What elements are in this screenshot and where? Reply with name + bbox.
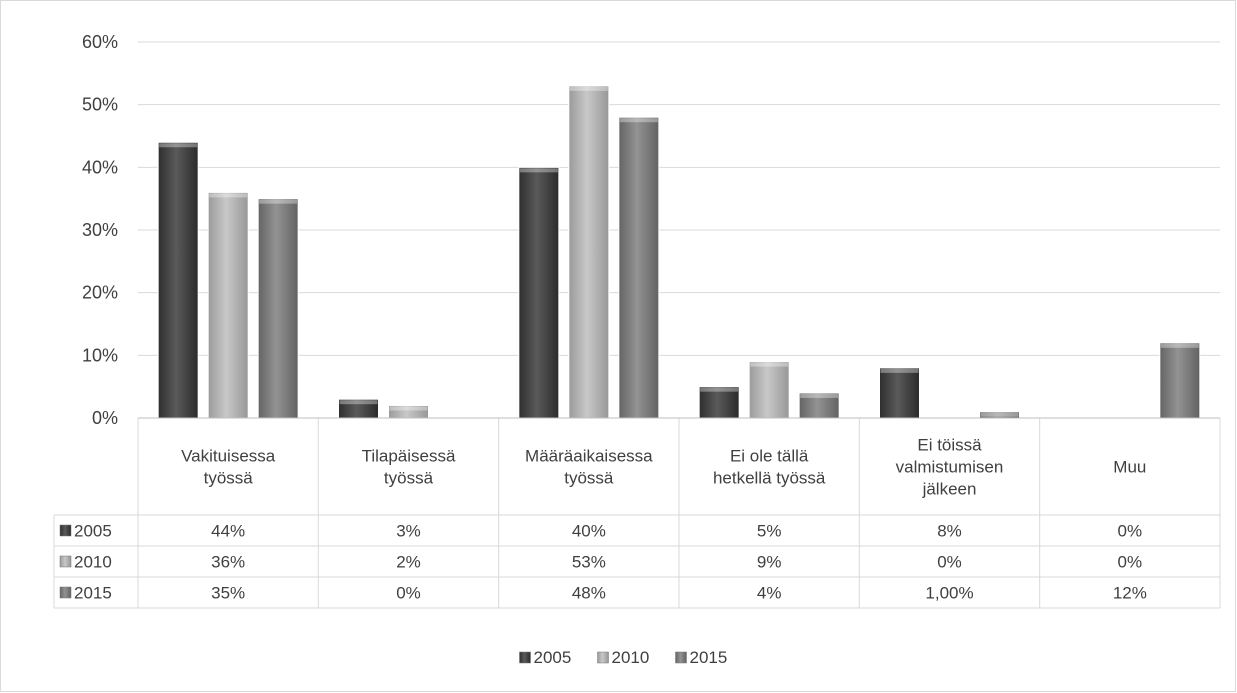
category-label: Määräaikaisessa työssä (525, 447, 653, 488)
bar-cap (1160, 343, 1199, 348)
category-label-line: hetkellä työssä (713, 469, 826, 488)
data-label: 3% (396, 522, 421, 541)
data-label: 48% (572, 584, 606, 603)
bar-body (1159, 342, 1201, 419)
legend-swatch-icon (675, 651, 687, 664)
bar-2010-2 (568, 85, 610, 419)
bar-body (618, 116, 660, 419)
bar-cap (980, 412, 1019, 417)
data-label: 4% (757, 584, 782, 603)
bar-cap (750, 362, 789, 367)
category-label-line: työssä (204, 469, 254, 488)
bar-2010-3 (748, 361, 790, 419)
bar-cap (339, 400, 378, 405)
y-tick-label: 0% (92, 408, 118, 428)
category-label: Ei ole tällä hetkellä työssä (713, 447, 826, 488)
bar-2005-2 (518, 166, 560, 419)
series-row-label: 2015 (74, 584, 112, 603)
bar-cap (800, 393, 839, 398)
series-row-label: 2005 (74, 522, 112, 541)
data-label: 1,00% (925, 584, 973, 603)
category-label: Vakituisessa työssä (181, 447, 276, 488)
data-label: 0% (396, 584, 421, 603)
bar-body (257, 198, 299, 419)
bar-body (157, 141, 199, 419)
data-label: 0% (937, 553, 962, 572)
y-tick-label: 40% (82, 157, 118, 177)
legend-label: 2010 (612, 648, 650, 667)
bar-cap (159, 143, 198, 148)
bar-body (518, 166, 560, 419)
legend-key-icon (59, 555, 72, 568)
bar-2005-1 (338, 398, 379, 419)
bar-cap (209, 193, 248, 198)
legend-swatch-icon (597, 651, 609, 664)
category-label: Tilapäisessä työssä (362, 447, 456, 488)
bar-cap (389, 406, 428, 411)
legend-key-icon (59, 524, 72, 537)
category-label-line: työssä (564, 469, 614, 488)
bar-cap (619, 118, 658, 123)
data-label: 2% (396, 553, 421, 572)
data-label: 0% (1118, 522, 1143, 541)
y-tick-label: 20% (82, 283, 118, 303)
category-label-line: Ei ole tällä (730, 447, 809, 466)
bar-2010-1 (388, 404, 429, 419)
legend-key-icon (59, 586, 72, 599)
y-tick-label: 30% (82, 220, 118, 240)
y-tick-label: 50% (82, 95, 118, 115)
bar-2005-3 (698, 386, 740, 419)
category-label-line: valmistumisen (896, 458, 1004, 477)
data-label: 36% (211, 553, 245, 572)
data-label: 9% (757, 553, 782, 572)
bar-body (698, 386, 740, 419)
bar-2005-0 (157, 141, 199, 419)
category-label-line: Määräaikaisessa (525, 447, 653, 466)
bar-cap (259, 199, 298, 204)
category-label-line: Tilapäisessä (362, 447, 456, 466)
bar-2015-4 (979, 411, 1020, 419)
legend-label: 2005 (534, 648, 572, 667)
y-tick-label: 60% (82, 32, 118, 52)
bar-2015-0 (257, 198, 299, 419)
data-label: 8% (937, 522, 962, 541)
bar-2010-0 (207, 191, 249, 419)
bar-cap (569, 86, 608, 91)
series-row-label: 2010 (74, 553, 112, 572)
category-label: Ei töissä valmistumisen jälkeen (896, 436, 1004, 499)
bar-cap (519, 168, 558, 173)
category-label-line: jälkeen (922, 480, 977, 499)
bar-cap (700, 387, 739, 392)
bar-2015-3 (798, 392, 840, 419)
data-label: 44% (211, 522, 245, 541)
legend-swatch-icon (519, 651, 531, 664)
bar-cap (880, 368, 919, 373)
category-label-line: työssä (384, 469, 434, 488)
bar-2015-5 (1159, 342, 1201, 419)
data-label: 5% (757, 522, 782, 541)
data-label: 0% (1118, 553, 1143, 572)
bar-body (207, 191, 249, 419)
category-label-line: Vakituisessa (181, 447, 276, 466)
bar-2015-2 (618, 116, 660, 419)
data-label: 40% (572, 522, 606, 541)
data-label: 12% (1113, 584, 1147, 603)
category-label-line: Ei töissä (917, 436, 982, 455)
category-label: Muu (1113, 458, 1146, 477)
bar-body (748, 361, 790, 419)
bar-2005-4 (879, 367, 920, 419)
data-label: 53% (572, 553, 606, 572)
data-label: 35% (211, 584, 245, 603)
bar-body (568, 85, 610, 419)
y-tick-label: 10% (82, 345, 118, 365)
category-label-line: Muu (1113, 458, 1146, 477)
bar-body (879, 367, 920, 419)
legend-label: 2015 (690, 648, 728, 667)
